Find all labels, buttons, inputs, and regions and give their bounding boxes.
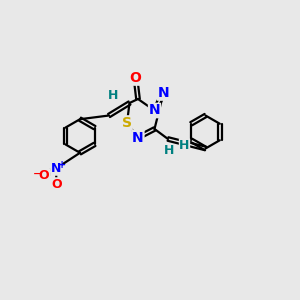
Text: N: N [132,130,144,145]
Text: S: S [122,116,132,130]
Text: N: N [149,103,160,118]
Text: +: + [58,160,66,170]
Text: H: H [164,145,174,158]
Text: N: N [158,86,169,100]
Text: H: H [108,88,119,101]
Text: H: H [179,139,190,152]
Text: O: O [39,169,49,182]
Text: O: O [130,71,141,85]
Text: O: O [51,178,62,191]
Text: N: N [51,162,61,175]
Text: −: − [33,169,43,179]
